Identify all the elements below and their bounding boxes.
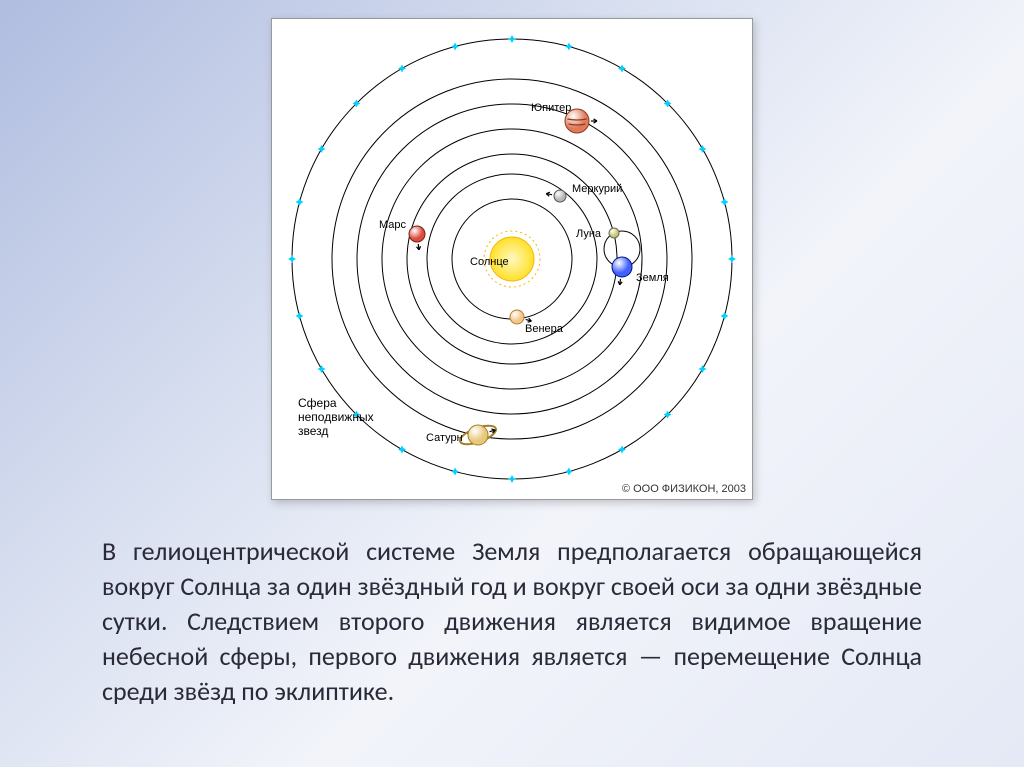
diagram-svg: Солнце Меркурий Венера Луна Земля Марс Юпитер С… (272, 19, 752, 499)
planet-moon (609, 228, 619, 238)
description-paragraph: В гелиоцентрической системе Земля предпо… (102, 534, 922, 709)
svg-text:Юпитер: Юпитер (531, 102, 571, 114)
planet-saturn (458, 422, 498, 448)
svg-text:Меркурий: Меркурий (572, 183, 622, 195)
planet-mercury (546, 190, 566, 202)
copyright-text: © ООО ФИЗИКОН, 2003 (622, 483, 746, 495)
svg-text:Марс: Марс (379, 219, 407, 231)
svg-text:Земля: Земля (636, 272, 669, 284)
svg-text:Венера: Венера (525, 323, 564, 335)
svg-text:неподвижных: неподвижных (298, 410, 374, 424)
svg-text:звезд: звезд (298, 424, 328, 438)
heliocentric-diagram: Солнце Меркурий Венера Луна Земля Марс Юпитер С… (271, 18, 753, 500)
svg-text:Луна: Луна (576, 228, 602, 240)
planet-mars (409, 226, 425, 250)
svg-text:Сатурн: Сатурн (426, 432, 463, 444)
svg-text:Солнце: Солнце (470, 256, 509, 268)
svg-text:Сфера: Сфера (298, 396, 337, 410)
